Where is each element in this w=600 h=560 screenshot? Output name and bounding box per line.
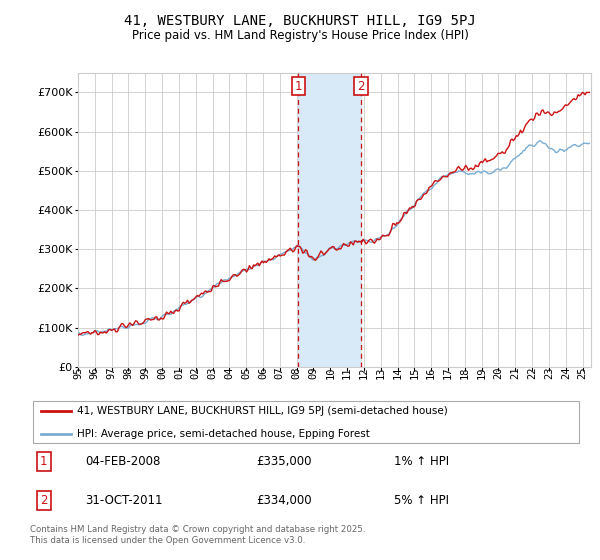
Bar <box>298 73 361 367</box>
Text: 09: 09 <box>308 367 319 379</box>
Text: 2: 2 <box>40 494 47 507</box>
FancyBboxPatch shape <box>33 401 579 444</box>
Text: HPI: Average price, semi-detached house, Epping Forest: HPI: Average price, semi-detached house,… <box>77 429 370 438</box>
Text: 20: 20 <box>493 367 503 379</box>
Text: 23: 23 <box>544 367 554 379</box>
Text: 01: 01 <box>174 367 184 379</box>
Text: 1% ↑ HPI: 1% ↑ HPI <box>394 455 449 468</box>
Text: 1: 1 <box>40 455 47 468</box>
Text: 13: 13 <box>376 367 386 379</box>
Text: 22: 22 <box>527 367 537 379</box>
Text: 16: 16 <box>426 367 436 379</box>
Text: 10: 10 <box>325 367 335 379</box>
Text: 18: 18 <box>460 367 470 379</box>
Text: 95: 95 <box>73 367 83 379</box>
Text: 11: 11 <box>342 367 352 379</box>
Text: 06: 06 <box>258 367 268 379</box>
Text: Price paid vs. HM Land Registry's House Price Index (HPI): Price paid vs. HM Land Registry's House … <box>131 29 469 42</box>
Text: 5% ↑ HPI: 5% ↑ HPI <box>394 494 449 507</box>
Text: 17: 17 <box>443 367 453 379</box>
Text: 96: 96 <box>90 367 100 379</box>
Text: 19: 19 <box>476 367 487 379</box>
Text: £334,000: £334,000 <box>256 494 312 507</box>
Text: 31-OCT-2011: 31-OCT-2011 <box>85 494 163 507</box>
Text: 2: 2 <box>358 80 365 92</box>
Text: 14: 14 <box>392 367 403 379</box>
Text: 99: 99 <box>140 367 150 379</box>
Text: 41, WESTBURY LANE, BUCKHURST HILL, IG9 5PJ: 41, WESTBURY LANE, BUCKHURST HILL, IG9 5… <box>124 14 476 28</box>
Text: 08: 08 <box>292 367 302 379</box>
Text: 02: 02 <box>191 367 201 379</box>
Text: 97: 97 <box>107 367 116 379</box>
Text: 05: 05 <box>241 367 251 379</box>
Text: 04-FEB-2008: 04-FEB-2008 <box>85 455 161 468</box>
Text: 98: 98 <box>124 367 133 379</box>
Text: 41, WESTBURY LANE, BUCKHURST HILL, IG9 5PJ (semi-detached house): 41, WESTBURY LANE, BUCKHURST HILL, IG9 5… <box>77 406 448 416</box>
Text: 21: 21 <box>511 367 520 379</box>
Text: 24: 24 <box>561 367 571 379</box>
Text: 15: 15 <box>409 367 419 379</box>
Text: Contains HM Land Registry data © Crown copyright and database right 2025.
This d: Contains HM Land Registry data © Crown c… <box>30 525 365 545</box>
Text: 03: 03 <box>208 367 218 379</box>
Text: 12: 12 <box>359 367 369 379</box>
Text: 1: 1 <box>295 80 302 92</box>
Text: 07: 07 <box>275 367 285 379</box>
Text: 00: 00 <box>157 367 167 379</box>
Text: 04: 04 <box>224 367 235 379</box>
Text: 25: 25 <box>578 367 587 379</box>
Text: £335,000: £335,000 <box>256 455 312 468</box>
